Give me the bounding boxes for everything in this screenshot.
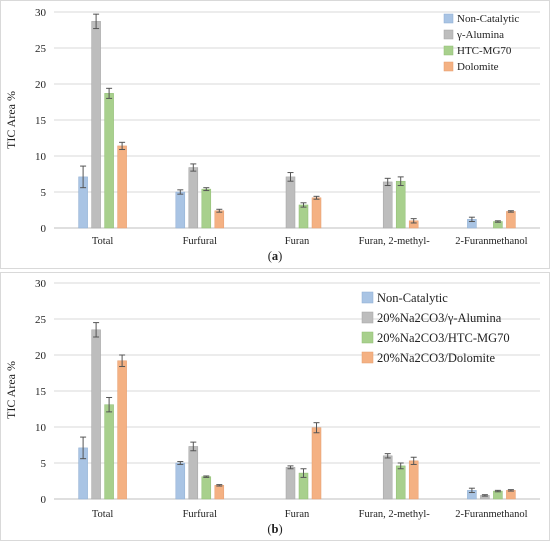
chart-panel-a: 0 5 10 15 20 25 30 Total Furfural Furan Furan, 2-m… <box>0 0 550 269</box>
legend-entry: 20%Na2CO3/HTC-MG70 <box>377 331 510 345</box>
y-tick-label: 10 <box>35 422 47 434</box>
x-tick-label: Furfural <box>183 236 217 247</box>
x-tick-label: 2-Furanmethanol <box>455 509 527 520</box>
bar <box>285 467 296 500</box>
plot-area-a: 0 5 10 15 20 25 30 Total Furfural Furan Furan, 2-m… <box>35 7 540 247</box>
bar <box>395 465 406 500</box>
bar <box>506 490 516 500</box>
legend-a: Non-Catalytic γ-Alumina HTC-MG70 Dolomite <box>443 13 519 73</box>
bar <box>382 181 393 229</box>
bar <box>214 485 225 500</box>
legend-swatch <box>443 45 454 56</box>
legend-entry: Dolomite <box>457 61 499 73</box>
plot-area-b: 0 5 10 15 20 25 30 Total Furfural Furan Furan, 2-m… <box>35 278 540 520</box>
bar <box>117 360 127 500</box>
y-tick-label: 30 <box>35 7 47 19</box>
legend-entry: HTC-MG70 <box>457 45 512 57</box>
bar <box>188 167 199 229</box>
legend-swatch <box>361 291 374 304</box>
bar <box>285 176 296 229</box>
x-tick-label: Total <box>92 236 114 247</box>
bar <box>395 180 406 229</box>
y-tick-label: 5 <box>41 458 47 470</box>
legend-entry: Non-Catalytic <box>457 13 519 25</box>
bar <box>91 329 101 500</box>
bar <box>104 93 114 229</box>
bar <box>506 211 516 229</box>
legend-entry: 20%Na2CO3/Dolomite <box>377 351 495 365</box>
x-tick-label: Furan <box>285 236 310 247</box>
bar <box>175 191 186 229</box>
panel-b-caption: (b) <box>267 522 282 536</box>
bar <box>188 446 199 500</box>
legend-swatch <box>361 351 374 364</box>
bar <box>201 188 212 229</box>
bar <box>104 404 114 500</box>
y-tick-label: 25 <box>35 314 47 326</box>
legend-swatch <box>443 29 454 40</box>
y-tick-label: 15 <box>35 386 47 398</box>
bar <box>311 427 322 500</box>
legend-entry: Non-Catalytic <box>377 291 448 305</box>
legend-swatch <box>361 311 374 324</box>
x-tick-label: Furan <box>285 509 310 520</box>
x-tick-label: Furfural <box>183 509 217 520</box>
x-tick-label: 2-Furanmethanol <box>455 236 527 247</box>
x-tick-label: Furan, 2-methyl- <box>359 236 431 247</box>
legend-entry: γ-Alumina <box>456 29 504 41</box>
y-tick-label: 20 <box>35 79 47 91</box>
bar <box>117 145 127 229</box>
y-tick-label: 20 <box>35 350 47 362</box>
y-tick-label: 10 <box>35 151 47 163</box>
legend-swatch <box>443 13 454 24</box>
x-tick-label: Furan, 2-methyl- <box>359 509 431 520</box>
y-tick-label: 0 <box>41 223 47 235</box>
bar <box>201 476 212 500</box>
y-tick-label: 0 <box>41 494 47 506</box>
bar <box>311 197 322 229</box>
bar <box>175 462 186 500</box>
legend-entry: 20%Na2CO3/γ-Alumina <box>377 311 502 325</box>
y-axis-label-a: TIC Area % <box>4 91 18 149</box>
panel-a-caption: (a) <box>268 249 283 263</box>
y-tick-label: 25 <box>35 43 47 55</box>
y-tick-label: 5 <box>41 187 47 199</box>
y-axis-label-b: TIC Area % <box>4 361 18 419</box>
bar <box>382 455 393 500</box>
x-tick-label: Total <box>92 509 114 520</box>
bar <box>298 204 309 229</box>
legend-swatch <box>443 61 454 72</box>
bar <box>214 210 225 229</box>
y-tick-label: 15 <box>35 115 47 127</box>
legend-swatch <box>361 331 374 344</box>
legend-b: Non-Catalytic 20%Na2CO3/γ-Alumina 20%Na2CO… <box>361 291 510 365</box>
bar <box>91 21 101 229</box>
bar <box>408 460 419 500</box>
chart-panel-b: 0 5 10 15 20 25 30 Total Furfural Furan Furan, 2-m… <box>0 272 550 541</box>
y-tick-label: 30 <box>35 278 47 290</box>
